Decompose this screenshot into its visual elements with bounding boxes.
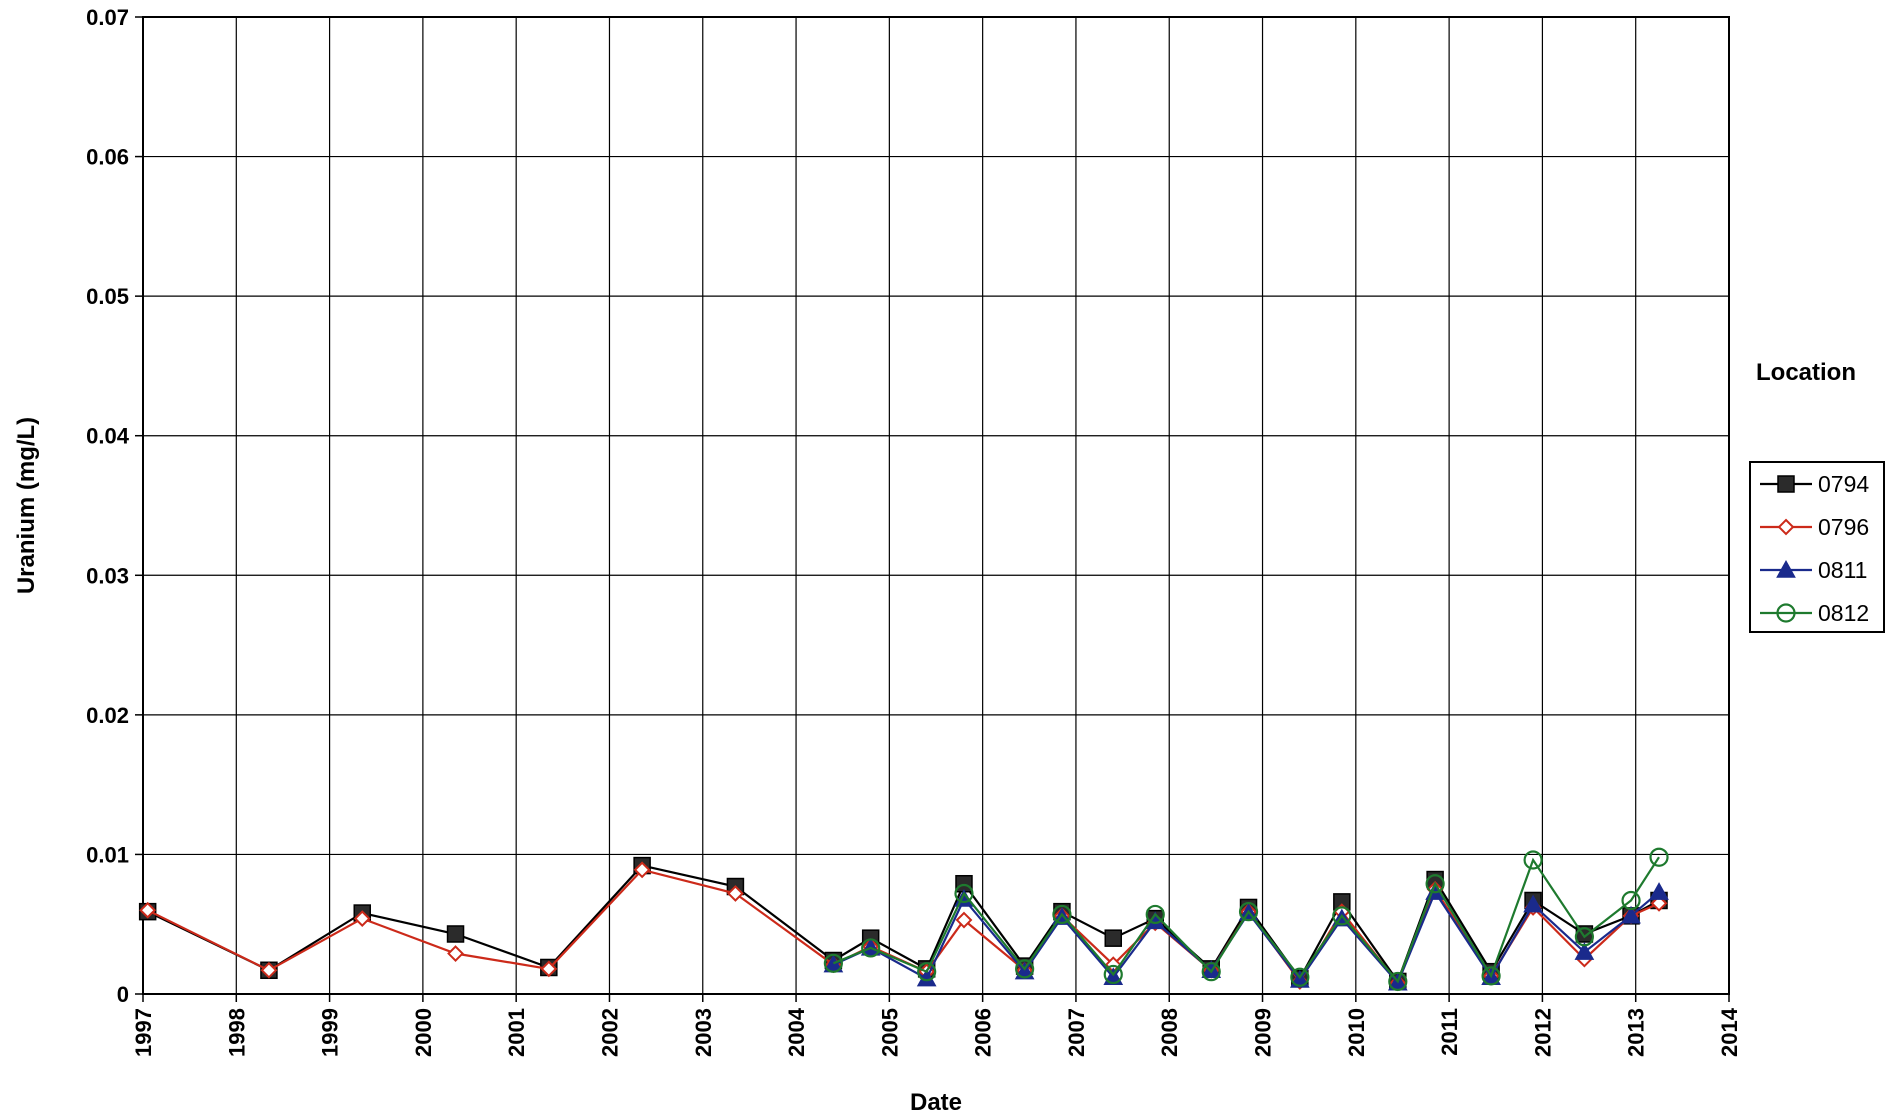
y-tick-label: 0.03 <box>86 563 129 588</box>
data-point-0812 <box>823 953 843 973</box>
legend-title: Location <box>1756 359 1856 386</box>
data-point-0812 <box>1332 906 1352 926</box>
data-point-0812 <box>1523 850 1543 870</box>
data-point-0812 <box>954 883 974 904</box>
x-tick-label: 2002 <box>597 1008 622 1057</box>
x-tick-label: 2013 <box>1624 1008 1649 1057</box>
x-tick-label: 2005 <box>877 1008 902 1057</box>
x-tick-label: 2014 <box>1717 1007 1742 1057</box>
legend-entry-0812: 0812 <box>1760 600 1869 626</box>
data-point-0812 <box>917 962 937 982</box>
data-point-0812 <box>1649 847 1669 867</box>
legend-marker <box>1777 475 1795 493</box>
data-point-0812 <box>1388 971 1408 992</box>
x-tick-label: 2006 <box>971 1008 996 1057</box>
data-point-0812 <box>1238 902 1259 922</box>
data-point-0796 <box>955 911 973 929</box>
legend-marker <box>1777 518 1795 536</box>
legend-entry-0794: 0794 <box>1760 471 1869 497</box>
data-point-0812 <box>1290 967 1310 987</box>
legend-marker <box>1776 559 1796 578</box>
data-point-0812 <box>1621 890 1641 911</box>
y-tick-label: 0.02 <box>86 703 129 728</box>
x-tick-label: 1997 <box>131 1008 156 1057</box>
series-line-0794 <box>147 864 1660 984</box>
data-point-0812 <box>1574 927 1594 947</box>
data-point-0796 <box>260 961 278 979</box>
data-point-0796 <box>353 910 371 928</box>
legend-label: 0812 <box>1818 600 1869 626</box>
y-tick-label: 0.05 <box>86 284 129 309</box>
x-tick-label: 2011 <box>1437 1008 1462 1056</box>
legend-marker <box>1776 603 1796 623</box>
x-tick-label: 2008 <box>1157 1008 1182 1057</box>
series-0812 <box>823 847 1669 992</box>
data-point-0812 <box>1425 874 1445 894</box>
data-point-0811 <box>1649 882 1669 900</box>
data-point-0794 <box>1104 929 1123 947</box>
y-axis-title: Uranium (mg/L) <box>13 417 40 594</box>
y-tick-label: 0.04 <box>86 424 130 449</box>
data-point-0812 <box>1052 904 1072 925</box>
data-point-0796 <box>633 861 651 879</box>
data-point-0811 <box>1574 942 1595 960</box>
x-tick-label: 1999 <box>318 1008 343 1057</box>
y-tick-label: 0 <box>117 982 129 1007</box>
data-point-0812 <box>1015 959 1035 979</box>
data-point-0794 <box>446 925 465 943</box>
x-axis-ticks: 1997 1998 1999 2000 2001 2002 2003 2004 2005 2006… <box>131 994 1742 1057</box>
x-tick-label: 2010 <box>1344 1008 1369 1057</box>
series-0794 <box>138 856 1668 991</box>
y-tick-label: 0.06 <box>86 145 129 170</box>
data-point-0811 <box>1621 905 1641 924</box>
x-tick-label: 2004 <box>784 1007 809 1057</box>
legend-label: 0796 <box>1818 514 1869 540</box>
data-point-0811 <box>1523 894 1543 913</box>
data-point-0812 <box>1481 966 1501 986</box>
data-point-0812 <box>1103 964 1123 985</box>
legend: 0794 0796 0811 0812 <box>1749 461 1885 633</box>
data-point-0796 <box>447 945 464 962</box>
data-point-0811 <box>1201 960 1222 978</box>
series-layer <box>138 847 1669 992</box>
y-tick-label: 0.01 <box>86 842 129 867</box>
x-tick-label: 2001 <box>504 1008 529 1057</box>
legend-label: 0811 <box>1818 557 1867 583</box>
data-point-0796 <box>540 960 558 978</box>
x-tick-label: 2012 <box>1530 1008 1555 1057</box>
x-axis-title: Date <box>910 1089 962 1116</box>
data-point-0796 <box>727 885 744 902</box>
data-point-0796 <box>139 901 157 919</box>
grid-layer <box>142 16 1730 995</box>
x-tick-label: 2000 <box>411 1008 436 1057</box>
legend-entry-0796: 0796 <box>1760 514 1869 540</box>
x-tick-label: 2009 <box>1251 1008 1276 1057</box>
data-point-0812 <box>1201 962 1221 982</box>
y-tick-label: 0.07 <box>86 5 129 30</box>
data-point-0812 <box>861 938 881 958</box>
x-tick-label: 2003 <box>691 1008 716 1057</box>
data-point-0812 <box>1145 904 1165 925</box>
legend-label: 0794 <box>1818 471 1869 497</box>
plot-area-frame <box>142 16 1730 995</box>
legend-box <box>1749 461 1885 633</box>
legend-entry-0811: 0811 <box>1760 557 1867 583</box>
x-tick-label: 1998 <box>224 1008 249 1057</box>
series-line-0812 <box>832 856 1660 984</box>
x-tick-label: 2007 <box>1064 1008 1089 1057</box>
y-axis-ticks: 0 0.01 0.02 0.03 0.04 0.05 0.06 0.07 <box>86 5 143 1007</box>
